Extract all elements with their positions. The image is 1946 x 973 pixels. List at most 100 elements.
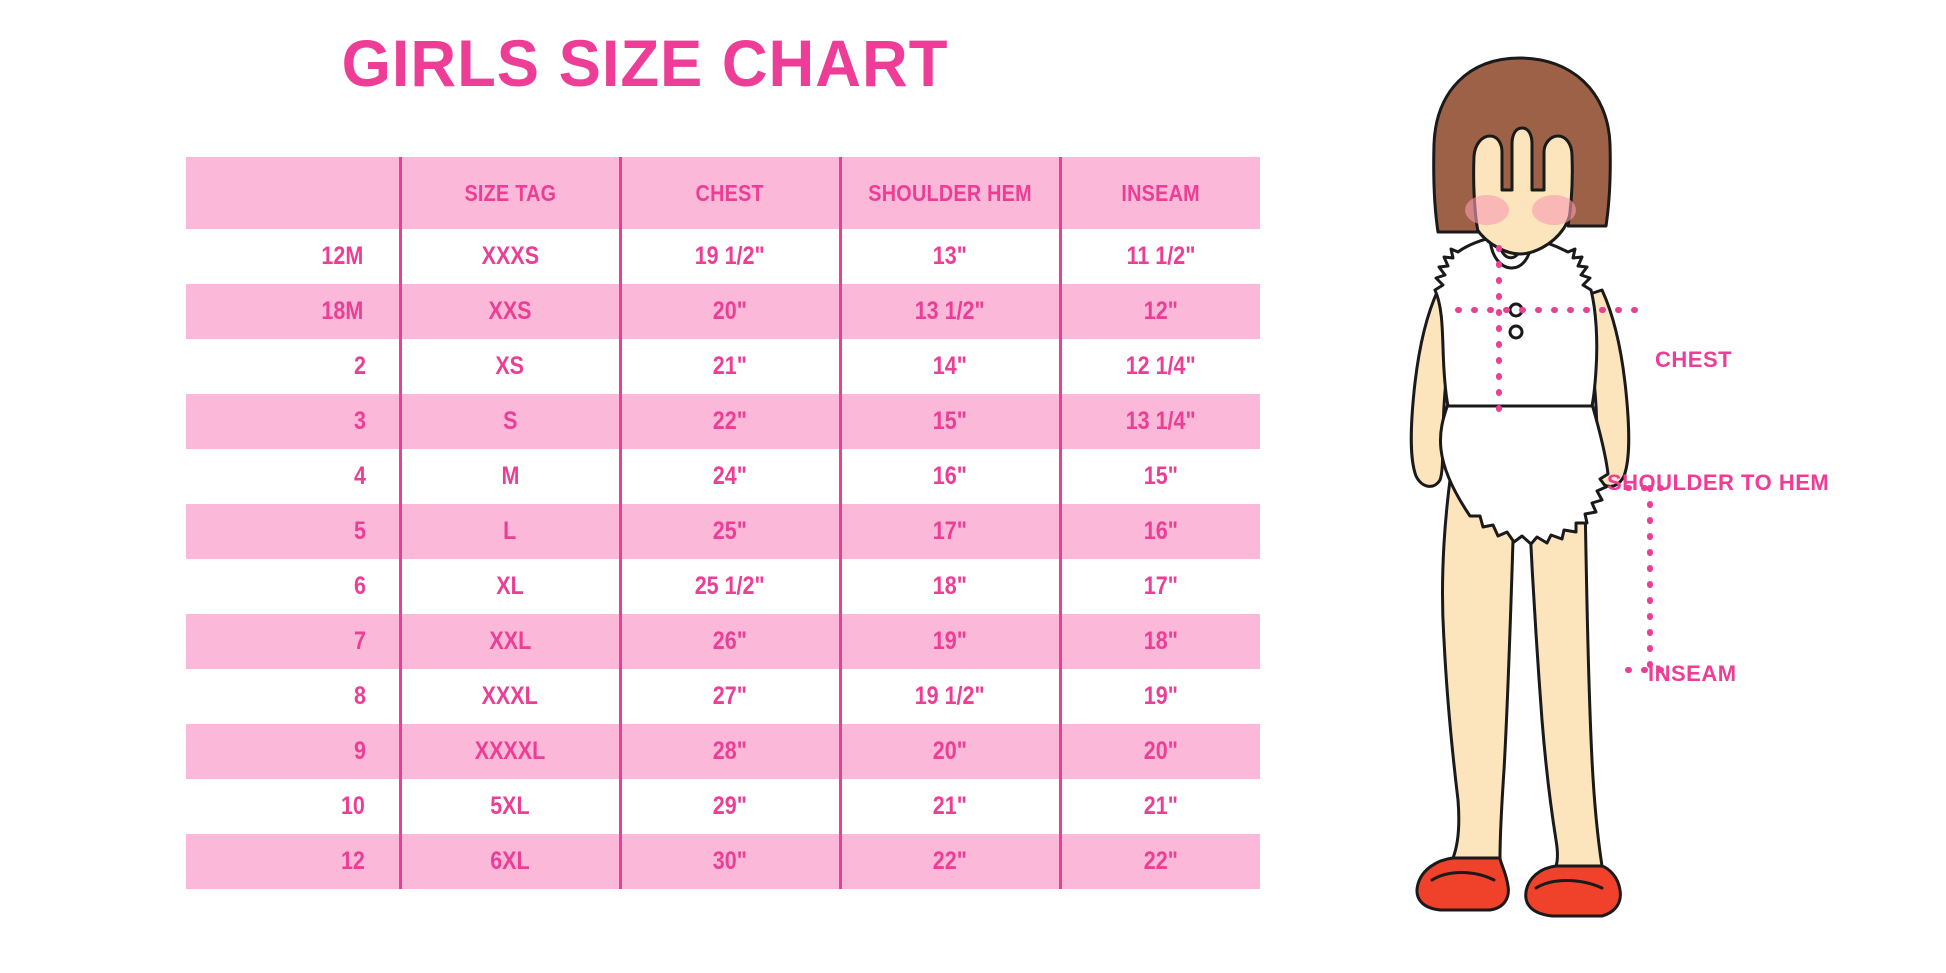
cell-size-tag: 6XL — [398, 834, 620, 889]
cell-size: 4 — [186, 449, 400, 504]
cell-chest-label: 20" — [712, 297, 748, 325]
cell-size-tag-label: XXXL — [481, 682, 539, 710]
cell-chest: 21" — [618, 339, 840, 394]
cell-size-tag: XXL — [398, 614, 620, 669]
left-shoe-strap — [1430, 871, 1496, 882]
cell-inseam: 20" — [1058, 724, 1260, 779]
cell-size-tag-label: M — [501, 462, 519, 490]
cell-size: 12M — [186, 229, 400, 284]
cell-size-label: 12M — [321, 242, 364, 270]
cell-chest: 29" — [618, 779, 840, 834]
cell-inseam-label: 18" — [1143, 627, 1178, 655]
cell-shoulder-hem-label: 19 1/2" — [915, 682, 985, 710]
cell-chest-label: 25 1/2" — [695, 572, 765, 600]
cell-inseam-label: 16" — [1143, 517, 1178, 545]
column-header-chest: CHEST — [618, 157, 840, 229]
cell-shoulder-hem: 18" — [838, 559, 1060, 614]
column-header-inseam-label: INSEAM — [1121, 179, 1200, 206]
cell-inseam: 16" — [1058, 504, 1260, 559]
cell-size: 6 — [186, 559, 400, 614]
button-lower — [1508, 324, 1524, 340]
column-header-shoulder-hem: SHOULDER HEM — [838, 157, 1060, 229]
cell-chest: 24" — [618, 449, 840, 504]
cell-size-tag-label: XS — [495, 352, 525, 380]
cell-chest-label: 26" — [712, 627, 748, 655]
cell-inseam-label: 11 1/2" — [1126, 242, 1196, 270]
cell-chest: 28" — [618, 724, 840, 779]
right-shoe — [1524, 864, 1622, 918]
cell-size: 2 — [186, 339, 400, 394]
cell-size-tag-label: 6XL — [490, 847, 530, 875]
cell-size-tag: XL — [398, 559, 620, 614]
cell-size-label: 6 — [353, 572, 366, 600]
cell-size-tag-label: L — [503, 517, 517, 545]
cell-size: 8 — [186, 669, 400, 724]
table-row: 12 6XL 30" 22" 22" — [186, 834, 1260, 889]
cell-size-label: 12 — [340, 847, 365, 875]
cell-inseam-label: 20" — [1143, 737, 1178, 765]
cell-size: 3 — [186, 394, 400, 449]
cell-inseam: 17" — [1058, 559, 1260, 614]
cell-shoulder-hem-label: 13 1/2" — [915, 297, 985, 325]
cell-chest-label: 24" — [712, 462, 748, 490]
cell-inseam-label: 12" — [1143, 297, 1178, 325]
cell-size-label: 10 — [340, 792, 365, 820]
cell-inseam-label: 22" — [1143, 847, 1178, 875]
cell-size: 12 — [186, 834, 400, 889]
blush-left — [1465, 195, 1509, 225]
blush-right — [1532, 195, 1576, 225]
cell-shoulder-hem: 19 1/2" — [838, 669, 1060, 724]
cell-size-tag-label: XL — [496, 572, 524, 600]
cell-chest: 26" — [618, 614, 840, 669]
cell-size-label: 8 — [353, 682, 366, 710]
cell-shoulder-hem-label: 21" — [932, 792, 968, 820]
cell-shoulder-hem-label: 16" — [932, 462, 968, 490]
cell-inseam: 22" — [1058, 834, 1260, 889]
cell-chest: 20" — [618, 284, 840, 339]
cell-shoulder-hem: 13" — [838, 229, 1060, 284]
cell-shoulder-hem-label: 20" — [932, 737, 968, 765]
table-row: 3 S 22" 15" 13 1/4" — [186, 394, 1260, 449]
cell-inseam-label: 12 1/4" — [1125, 352, 1196, 380]
hair — [1432, 56, 1612, 234]
size-chart-table-container: SIZE TAG CHEST SHOULDER HEM INSEAM 12M XX… — [186, 157, 1260, 889]
cell-inseam: 11 1/2" — [1058, 229, 1260, 284]
cell-size-tag-label: XXXS — [481, 242, 539, 270]
column-header-size-tag-label: SIZE TAG — [464, 179, 556, 206]
cell-inseam-label: 13 1/4" — [1125, 407, 1196, 435]
cell-chest-label: 30" — [712, 847, 748, 875]
cell-size-label: 5 — [353, 517, 366, 545]
cell-chest-label: 25" — [712, 517, 748, 545]
cell-size-tag-label: 5XL — [490, 792, 530, 820]
cell-shoulder-hem: 15" — [838, 394, 1060, 449]
cell-shoulder-hem-label: 17" — [932, 517, 968, 545]
cell-inseam: 19" — [1058, 669, 1260, 724]
cell-chest: 25" — [618, 504, 840, 559]
cell-size: 5 — [186, 504, 400, 559]
table-row: 12M XXXS 19 1/2" 13" 11 1/2" — [186, 229, 1260, 284]
left-shoe — [1415, 856, 1510, 912]
cell-shoulder-hem: 14" — [838, 339, 1060, 394]
cell-inseam-label: 15" — [1143, 462, 1178, 490]
column-header-size-tag: SIZE TAG — [398, 157, 620, 229]
cell-size-tag: M — [398, 449, 620, 504]
chest-measure-label: CHEST — [1655, 347, 1733, 372]
column-header-chest-label: CHEST — [695, 179, 765, 206]
cell-inseam: 18" — [1058, 614, 1260, 669]
cell-size: 18M — [186, 284, 400, 339]
table-header-row: SIZE TAG CHEST SHOULDER HEM INSEAM — [186, 157, 1260, 229]
inseam-measure-label: INSEAM — [1648, 661, 1737, 686]
cell-chest-label: 19 1/2" — [695, 242, 765, 270]
table-row: 18M XXS 20" 13 1/2" 12" — [186, 284, 1260, 339]
skirt — [1438, 402, 1610, 546]
right-shoe-strap — [1534, 879, 1604, 890]
cell-shoulder-hem: 20" — [838, 724, 1060, 779]
cell-inseam-label: 21" — [1143, 792, 1178, 820]
shoulder-to-hem-measure-label: SHOULDER TO HEM — [1607, 470, 1830, 495]
cell-inseam: 12 1/4" — [1058, 339, 1260, 394]
cell-chest: 25 1/2" — [618, 559, 840, 614]
right-leg — [1524, 438, 1604, 868]
cell-shoulder-hem: 16" — [838, 449, 1060, 504]
column-header-shoulder-hem-label: SHOULDER HEM — [868, 179, 1032, 206]
cell-size-label: 7 — [353, 627, 366, 655]
